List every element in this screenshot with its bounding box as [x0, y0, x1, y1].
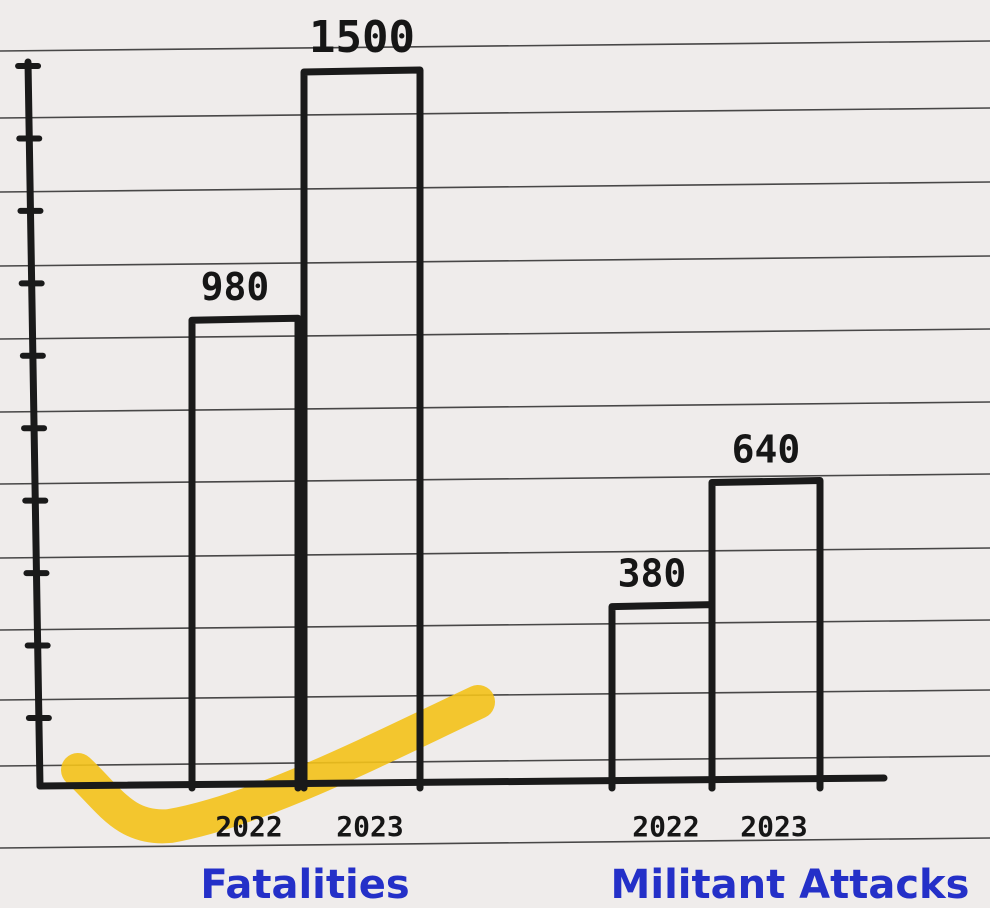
bar-2022-fatalities: [188, 314, 302, 792]
bar-2022-militant-attacks: [608, 601, 716, 792]
axes: [15, 58, 888, 790]
x-tick-label: 2023: [336, 810, 403, 843]
ruled-line: [0, 401, 990, 413]
bar-value-label: 380: [618, 552, 687, 596]
bar-2023-fatalities: [300, 66, 424, 792]
highlighter-check-mark: [61, 685, 495, 844]
y-axis: [24, 58, 44, 790]
ruled-line: [0, 755, 990, 767]
bar-2023-militant-attacks: [708, 477, 824, 792]
group-label: Fatalities: [200, 862, 409, 908]
bars: [188, 66, 824, 792]
ruled-line: [0, 473, 990, 485]
bar-value-label: 980: [201, 265, 270, 309]
x-tick-label: 2022: [632, 810, 699, 843]
highlighter-stroke: [61, 685, 495, 844]
ruled-line: [0, 619, 990, 631]
bar-value-label: 1500: [309, 12, 415, 63]
x-tick-label: 2022: [215, 810, 282, 843]
x-axis: [36, 774, 888, 790]
ruled-line: [0, 837, 990, 849]
ruled-line: [0, 181, 990, 193]
ruled-line: [0, 107, 990, 119]
notebook-ruled-lines: [0, 40, 990, 849]
x-tick-label: 2023: [740, 810, 807, 843]
ruled-line: [0, 689, 990, 701]
ruled-line: [0, 255, 990, 267]
bar-value-label: 640: [732, 428, 801, 472]
ruled-line: [0, 328, 990, 340]
group-label: Militant Attacks: [611, 862, 970, 908]
labels: 980 2022 1500 2023 Fatalities 380 2022 640 2023 M…: [200, 12, 969, 908]
ruled-line: [0, 40, 990, 52]
ruled-line: [0, 547, 990, 559]
